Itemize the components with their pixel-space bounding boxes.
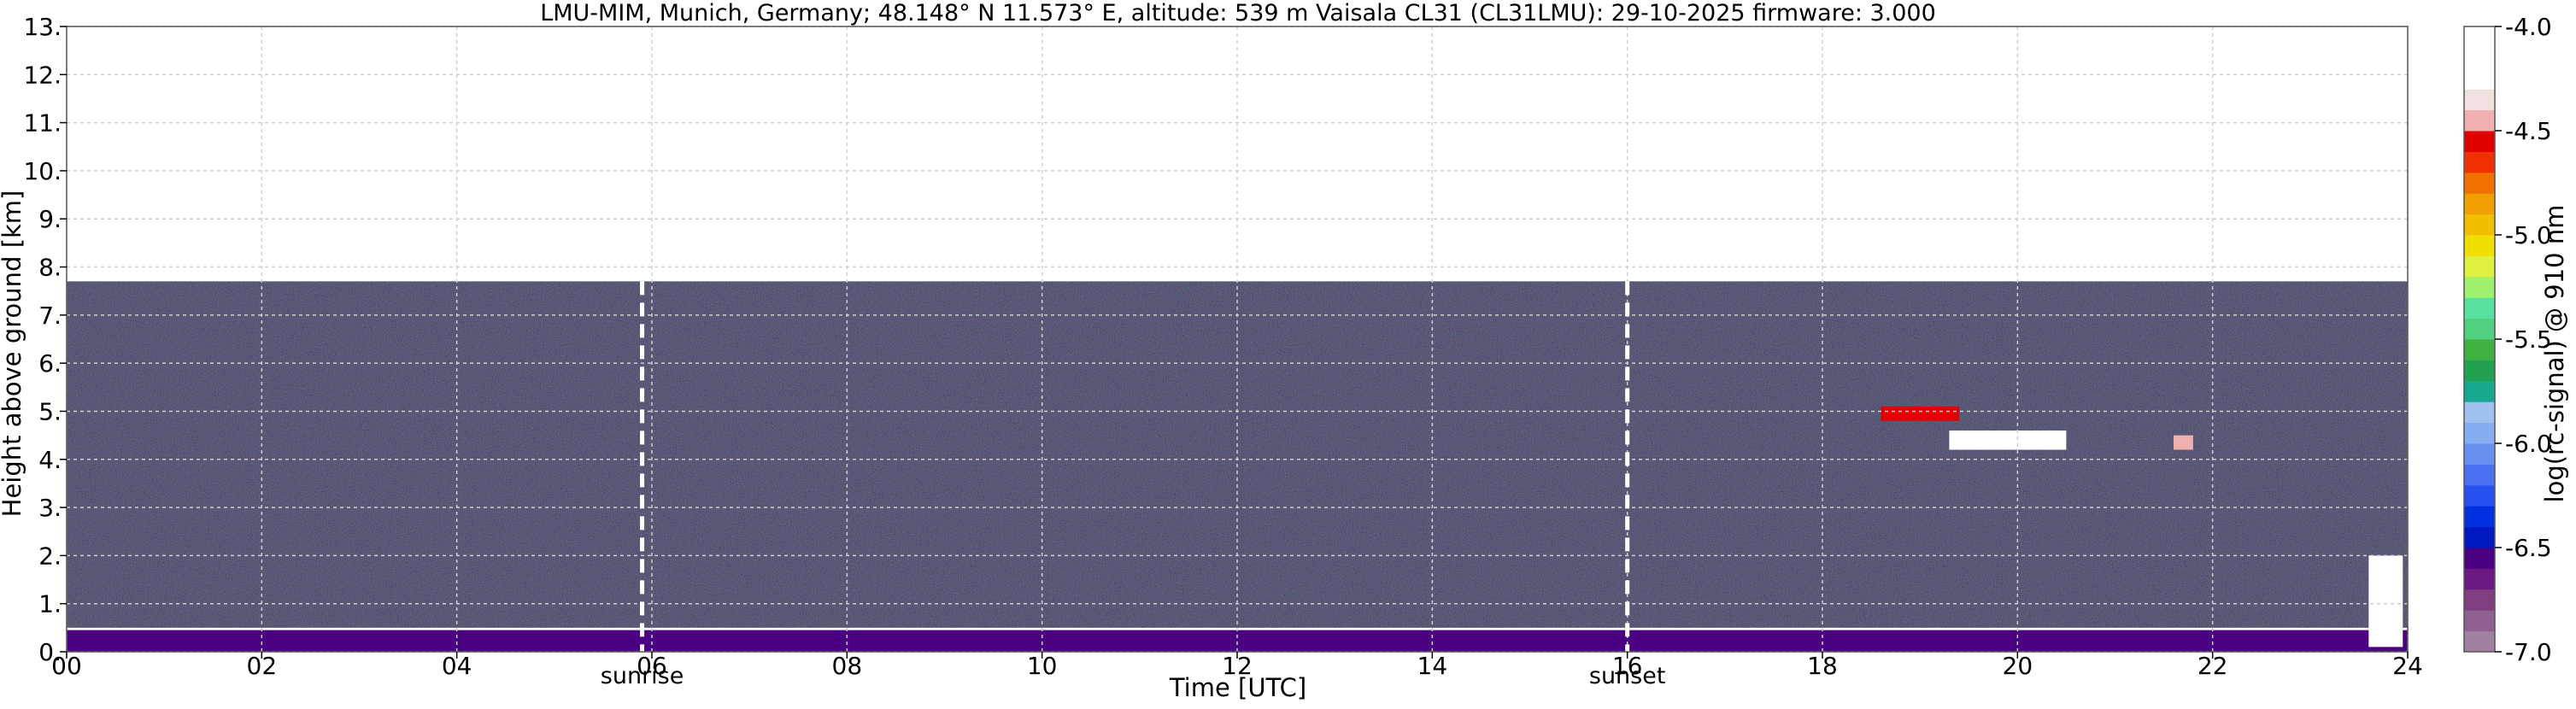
signal-cloud xyxy=(1881,406,1959,421)
y-tick-label: 1. xyxy=(38,590,62,618)
colorbar-swatch xyxy=(2464,214,2495,236)
y-tick-label: 12. xyxy=(23,61,62,89)
colorbar-swatch xyxy=(2464,484,2495,507)
colorbar-swatch xyxy=(2464,47,2495,69)
colorbar-swatch xyxy=(2464,151,2495,173)
colorbar-tick-label: -6.5 xyxy=(2505,534,2552,562)
signal-cloud xyxy=(2368,555,2403,647)
signal-cloud xyxy=(1949,430,2067,450)
x-tick-label: 12 xyxy=(1222,652,1253,680)
colorbar-swatch xyxy=(2464,89,2495,111)
y-tick-label: 3. xyxy=(38,494,62,522)
x-tick-label: 02 xyxy=(247,652,278,680)
colorbar-swatch xyxy=(2464,589,2495,611)
colorbar-tick-label: -5.0 xyxy=(2505,221,2552,249)
colorbar-swatch xyxy=(2464,506,2495,528)
colorbar-swatch xyxy=(2464,422,2495,444)
colorbar-swatch xyxy=(2464,401,2495,424)
x-tick-label: 00 xyxy=(51,652,82,680)
x-tick-label: 22 xyxy=(2198,652,2228,680)
colorbar-swatch xyxy=(2464,443,2495,465)
y-tick-label: 10. xyxy=(23,157,62,185)
event-label-sunrise: sunrise xyxy=(601,663,684,689)
colorbar-tick-label: -4.5 xyxy=(2505,117,2552,145)
colorbar-swatch xyxy=(2464,235,2495,256)
colorbar-swatch xyxy=(2464,360,2495,382)
colorbar-swatch xyxy=(2464,318,2495,340)
noise-texture xyxy=(67,281,2408,628)
colorbar-swatch xyxy=(2464,109,2495,132)
colorbar-swatch xyxy=(2464,67,2495,90)
colorbar-swatch xyxy=(2464,172,2495,194)
colorbar-swatch xyxy=(2464,630,2495,653)
colorbar-swatch xyxy=(2464,297,2495,319)
colorbar-swatch xyxy=(2464,276,2495,298)
colorbar-swatch xyxy=(2464,255,2495,278)
signal-boundary-layer-aerosol xyxy=(67,630,2408,652)
x-tick-label: 14 xyxy=(1417,652,1448,680)
colorbar-swatch xyxy=(2464,193,2495,215)
colorbar-swatch xyxy=(2464,26,2495,48)
y-tick-label: 11. xyxy=(23,109,62,138)
y-tick-label: 8. xyxy=(38,254,62,282)
x-tick-label: 06 xyxy=(637,652,667,680)
x-tick-label: 20 xyxy=(2003,652,2033,680)
colorbar-swatch xyxy=(2464,380,2495,402)
colorbar-swatch xyxy=(2464,464,2495,486)
y-tick-label: 9. xyxy=(38,205,62,233)
y-tick-label: 0. xyxy=(38,638,62,666)
y-tick-label: 6. xyxy=(38,349,62,378)
x-tick-label: 04 xyxy=(442,652,472,680)
colorbar-swatch xyxy=(2464,131,2495,152)
colorbar-swatch xyxy=(2464,548,2495,569)
event-label-sunset: sunset xyxy=(1589,663,1666,689)
colorbar-tick-label: -7.0 xyxy=(2505,638,2552,666)
y-tick-label: 2. xyxy=(38,542,62,570)
colorbar-swatch xyxy=(2464,339,2495,360)
colorbar-label: log(rc-signal) @ 910 nm xyxy=(2540,205,2569,503)
colorbar-swatch xyxy=(2464,610,2495,632)
signal-cloud xyxy=(2174,435,2193,450)
x-tick-label: 24 xyxy=(2392,652,2423,680)
chart-title: LMU-MIM, Munich, Germany; 48.148° N 11.5… xyxy=(540,0,1936,26)
y-tick-label: 4. xyxy=(38,446,62,474)
y-axis-label: Height above ground [km] xyxy=(0,190,26,518)
colorbar-swatch xyxy=(2464,568,2495,590)
x-tick-label: 08 xyxy=(832,652,863,680)
x-tick-label: 18 xyxy=(1807,652,1838,680)
y-tick-label: 7. xyxy=(38,302,62,330)
x-tick-label: 16 xyxy=(1612,652,1643,680)
colorbar-tick-label: -6.0 xyxy=(2505,430,2552,458)
y-tick-label: 5. xyxy=(38,397,62,425)
colorbar-tick-label: -5.5 xyxy=(2505,325,2552,354)
x-axis-label: Time [UTC] xyxy=(1169,673,1306,702)
x-tick-label: 10 xyxy=(1027,652,1058,680)
colorbar-tick-label: -4.0 xyxy=(2505,13,2552,41)
y-tick-label: 13. xyxy=(23,13,62,41)
colorbar-swatch xyxy=(2464,526,2495,548)
